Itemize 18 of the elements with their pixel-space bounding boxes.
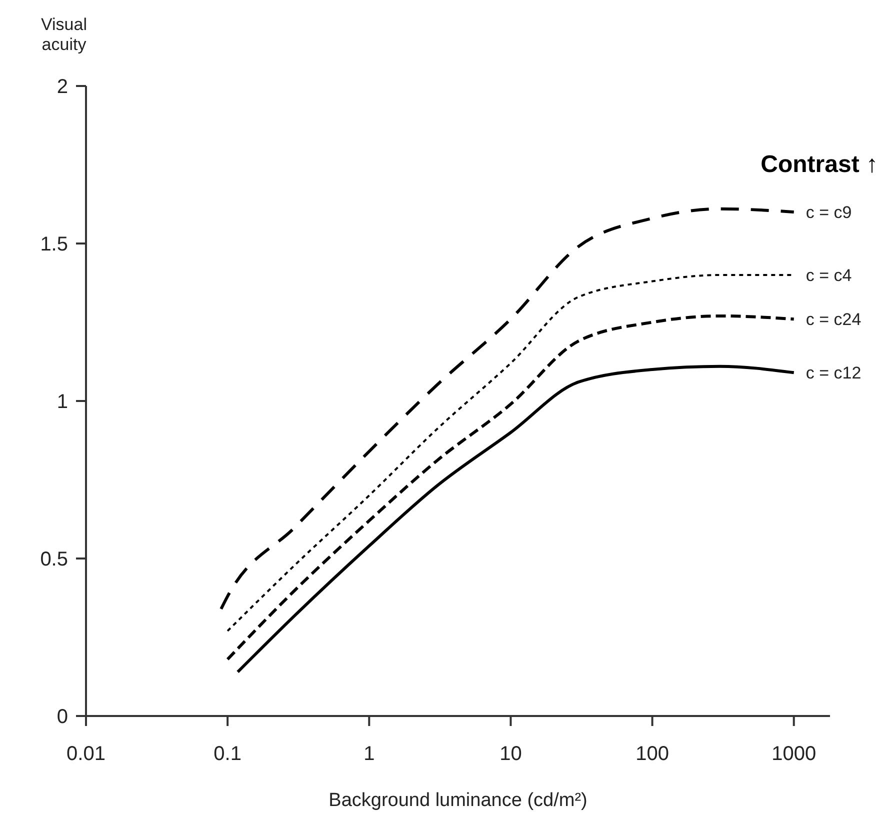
y-tick-label: 2: [56, 76, 68, 98]
x-tick-label: 0.01: [66, 743, 106, 765]
x-tick-label: 1: [364, 743, 375, 765]
x-axis-title: Background luminance (cd/m²): [328, 790, 588, 811]
y-tick-label: 1.5: [40, 234, 68, 256]
y-tick-label: 0: [56, 706, 68, 728]
series-label: c = c9: [806, 203, 852, 222]
series-label: c = c4: [806, 266, 852, 285]
x-tick-label: 0.1: [214, 743, 242, 765]
y-tick-label: 1: [56, 391, 68, 413]
y-tick-label: 0.5: [40, 548, 68, 570]
series-label: c = c24: [806, 310, 862, 330]
series-label: c = c12: [806, 364, 862, 383]
legend-title: Contrast ↑: [760, 151, 878, 178]
x-tick-label: 1000: [772, 743, 816, 765]
x-tick-label: 100: [636, 743, 669, 765]
y-axis-title: Visual acuity: [41, 15, 87, 54]
x-tick-label: 10: [500, 743, 522, 765]
